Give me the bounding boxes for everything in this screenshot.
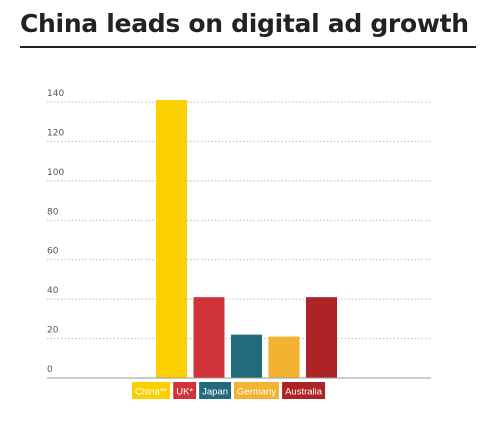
category-label: Australia [282, 382, 326, 399]
category-label: UK* [173, 382, 197, 399]
category-label: Germany [234, 382, 280, 399]
y-tick-label: 100 [47, 168, 64, 178]
y-tick-label: 20 [47, 326, 59, 336]
category-swatch [282, 382, 326, 399]
y-tick-label: 60 [47, 247, 59, 257]
title-divider [20, 46, 476, 48]
category-swatch [234, 382, 280, 399]
bar [306, 297, 337, 378]
y-tick-label: 80 [47, 207, 59, 217]
category-label: China** [132, 382, 171, 399]
chart-title: China leads on digital ad growth [20, 9, 469, 38]
category-text: Germany [237, 387, 276, 398]
bar [231, 334, 262, 378]
category-swatch [173, 382, 197, 399]
bar [193, 297, 225, 378]
category-label: Japan [199, 382, 232, 399]
bar [268, 336, 300, 378]
y-axis-ticks: 0 20 40 60 80 100 120 140 [47, 89, 64, 375]
category-text: UK* [176, 387, 193, 398]
category-labels: China** UK* Japan Germany Australia [132, 382, 326, 399]
category-swatch [132, 382, 171, 399]
category-swatch [199, 382, 232, 399]
category-text: China** [135, 387, 168, 398]
bar [156, 100, 187, 379]
category-text: Australia [285, 387, 323, 398]
bars [156, 100, 337, 379]
y-tick-label: 0 [47, 365, 53, 375]
category-text: Japan [202, 387, 228, 398]
y-tick-label: 120 [47, 128, 64, 138]
y-tick-label: 40 [47, 286, 59, 296]
gridlines [47, 101, 431, 340]
y-tick-label: 140 [47, 89, 64, 99]
